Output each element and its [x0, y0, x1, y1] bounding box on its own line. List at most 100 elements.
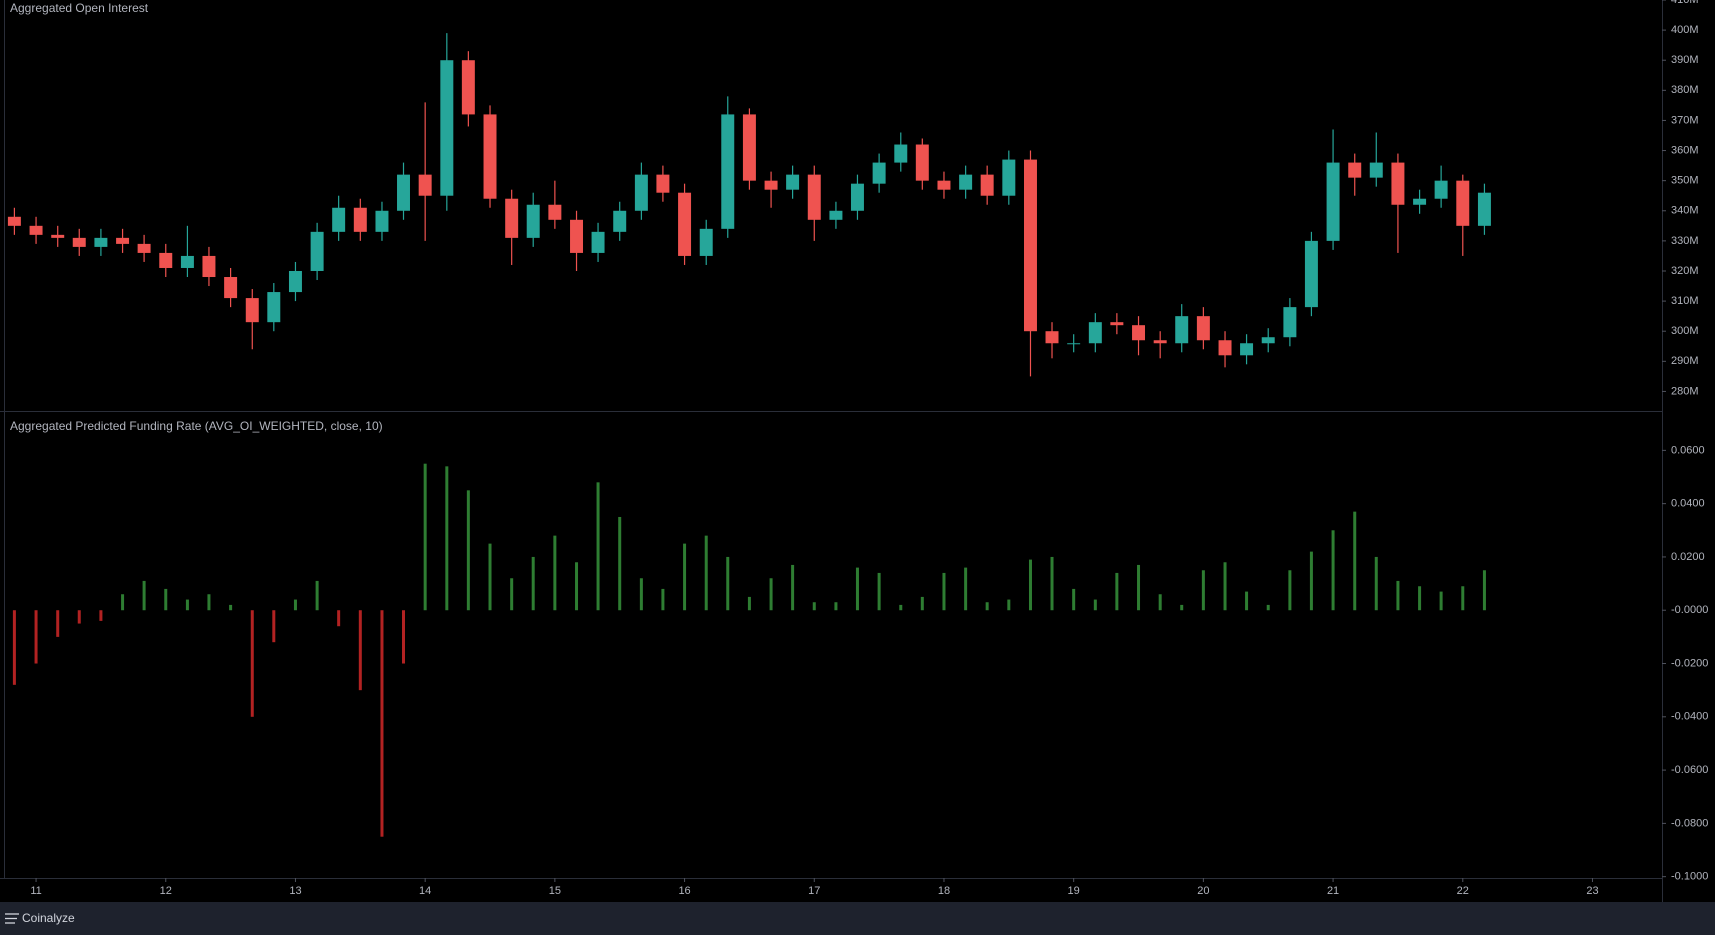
menu-icon[interactable]	[5, 913, 19, 924]
candle-body	[1261, 337, 1275, 344]
histogram-bar	[899, 604, 903, 611]
histogram-bar	[791, 564, 795, 611]
candle-body	[51, 234, 65, 238]
histogram-bar	[1158, 594, 1162, 611]
histogram-bar	[812, 602, 816, 611]
histogram-bar	[229, 604, 233, 611]
candle-body	[332, 207, 346, 232]
histogram-bar	[704, 535, 708, 611]
x-tick-label: 22	[1457, 885, 1469, 897]
candle-body	[591, 231, 605, 253]
candle-body	[1153, 340, 1167, 344]
candle-body	[850, 183, 864, 211]
histogram-bar	[1418, 586, 1422, 611]
histogram-bar	[1396, 580, 1400, 611]
x-tick-label: 20	[1197, 885, 1209, 897]
y-tick-label: 290M	[1671, 355, 1699, 367]
histogram-bar	[207, 594, 211, 611]
histogram-bar	[423, 463, 427, 611]
y-tick-label: 320M	[1671, 265, 1699, 277]
candle-body	[72, 237, 86, 247]
candle-body	[288, 270, 302, 293]
histogram-bar	[510, 578, 514, 611]
histogram-bar	[877, 572, 881, 611]
candle-body	[786, 174, 800, 190]
candle-body	[1045, 331, 1059, 344]
candle-body	[678, 192, 692, 256]
histogram-bar	[575, 562, 579, 611]
x-tick-label: 18	[938, 885, 950, 897]
histogram-bar	[1288, 570, 1292, 611]
y-tick-label: 330M	[1671, 235, 1699, 247]
y-tick-label: 0.0600	[1671, 444, 1705, 456]
candle-body	[202, 255, 216, 278]
y-tick-label: -0.0600	[1671, 764, 1708, 776]
histogram-bar	[1331, 530, 1335, 611]
candle-body	[721, 114, 735, 229]
x-tick-label: 23	[1586, 885, 1598, 897]
y-tick-label: -0.0000	[1671, 604, 1708, 616]
candle-body	[1391, 162, 1405, 205]
histogram-bar	[834, 602, 838, 611]
candle-body	[375, 210, 389, 232]
candle-body	[418, 174, 432, 196]
y-tick-label: 340M	[1671, 205, 1699, 217]
x-tick-label: 14	[419, 885, 431, 897]
y-tick-label: -0.0800	[1671, 817, 1708, 829]
candle-body	[526, 204, 540, 238]
histogram-bar	[985, 602, 989, 611]
candle-body	[699, 228, 713, 256]
candle-body	[656, 174, 670, 193]
histogram-bar	[1072, 588, 1076, 611]
y-tick-label: 310M	[1671, 295, 1699, 307]
histogram-bar	[1050, 556, 1054, 611]
histogram-bar	[920, 596, 924, 611]
candle-body	[94, 237, 108, 247]
candle-body	[937, 180, 951, 190]
candle-body	[159, 252, 173, 268]
candle-body	[1067, 343, 1081, 345]
histogram-bar	[1309, 551, 1313, 611]
candle-body	[894, 144, 908, 163]
chart-title: Aggregated Open Interest	[10, 1, 149, 15]
histogram-bar	[402, 610, 406, 664]
histogram-bar	[1374, 556, 1378, 611]
candle-body	[1110, 322, 1124, 326]
histogram-bar	[142, 580, 146, 611]
histogram-bar	[380, 610, 384, 837]
candle-body	[872, 162, 886, 184]
candle-body	[807, 174, 821, 220]
candle-body	[1023, 159, 1037, 332]
x-tick-label: 19	[1068, 885, 1080, 897]
histogram-bar	[942, 572, 946, 611]
y-tick-label: 370M	[1671, 114, 1699, 126]
candle-body	[1369, 162, 1383, 178]
candle-body	[137, 243, 151, 253]
y-tick-label: 350M	[1671, 175, 1699, 187]
histogram-bar	[272, 610, 276, 643]
histogram-bar	[1245, 591, 1249, 611]
candle-body	[245, 298, 259, 323]
candle-body	[461, 60, 475, 115]
histogram-bar	[769, 578, 773, 611]
candle-body	[1456, 180, 1470, 226]
candle-body	[742, 114, 756, 181]
y-tick-label: -0.0400	[1671, 711, 1708, 723]
x-tick-label: 12	[160, 885, 172, 897]
histogram-bar	[661, 588, 665, 611]
histogram-bar	[726, 556, 730, 611]
histogram-bar	[1223, 562, 1227, 611]
histogram-bar	[964, 567, 968, 611]
brand: Coinalyze	[22, 911, 75, 925]
x-tick-label: 21	[1327, 885, 1339, 897]
candle-body	[1477, 192, 1491, 226]
histogram-bar	[293, 599, 297, 611]
y-tick-label: 0.0400	[1671, 498, 1705, 510]
candle-body	[505, 198, 519, 238]
x-tick-label: 15	[549, 885, 561, 897]
candle-body	[634, 174, 648, 211]
histogram-bar	[1201, 570, 1205, 611]
candle-body	[980, 174, 994, 196]
